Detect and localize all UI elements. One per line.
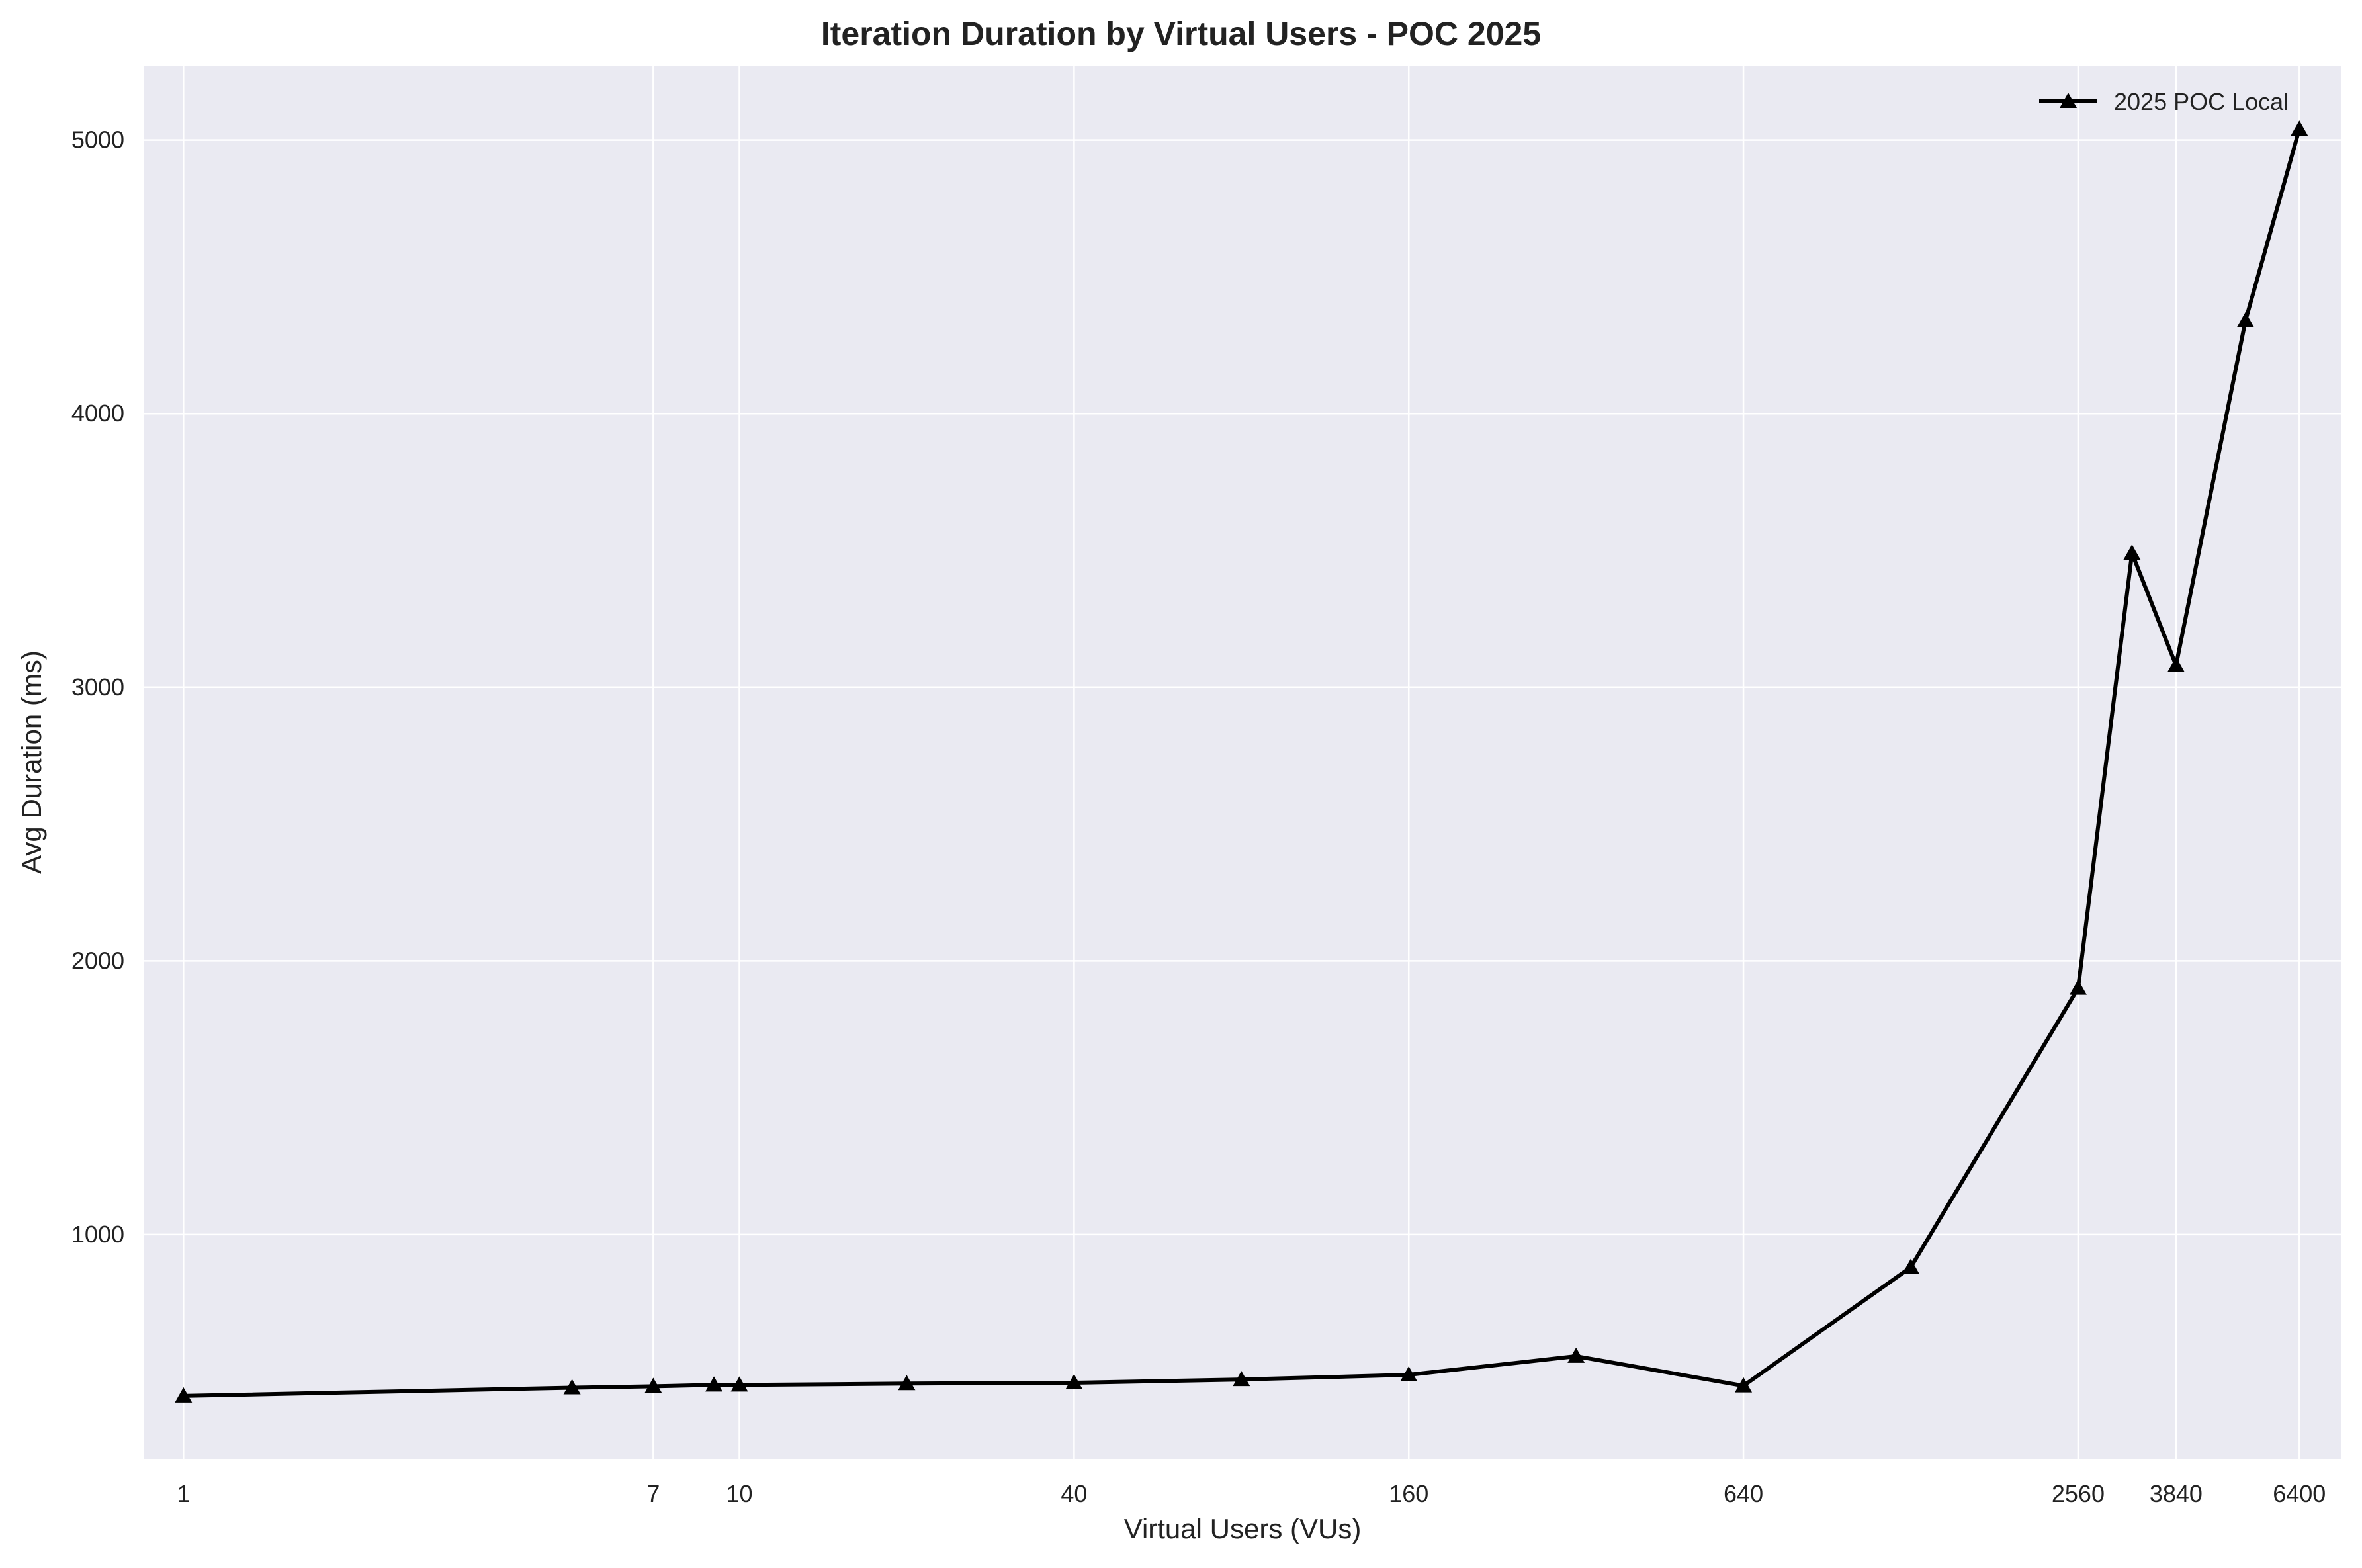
- x-tick-label: 40: [1061, 1480, 1087, 1507]
- legend-label: 2025 POC Local: [2114, 88, 2289, 115]
- legend: 2025 POC Local: [2039, 88, 2289, 115]
- data-point: [730, 1376, 748, 1392]
- x-axis-label: Virtual Users (VUs): [1124, 1513, 1362, 1544]
- x-tick-label: 1: [177, 1480, 190, 1507]
- y-tick-label: 3000: [71, 674, 124, 701]
- data-point: [2236, 312, 2254, 327]
- grid: [144, 66, 2341, 1459]
- y-tick-label: 2000: [71, 947, 124, 974]
- x-tick-label: 3840: [2150, 1480, 2203, 1507]
- data-point: [1902, 1258, 1920, 1274]
- data-point: [2123, 544, 2141, 560]
- chart-title: Iteration Duration by Virtual Users - PO…: [821, 15, 1541, 52]
- data-point: [175, 1387, 193, 1403]
- x-tick-label: 2560: [2052, 1480, 2105, 1507]
- x-tick-label: 640: [1724, 1480, 1763, 1507]
- legend-marker: [2060, 93, 2077, 108]
- data-point: [1567, 1347, 1585, 1363]
- data-point: [1735, 1377, 1753, 1393]
- x-tick-label: 10: [726, 1480, 752, 1507]
- x-tick-label: 160: [1389, 1480, 1428, 1507]
- x-tick-label: 7: [646, 1480, 660, 1507]
- data-point: [2069, 979, 2087, 995]
- y-tick-label: 5000: [71, 126, 124, 153]
- data-point: [705, 1376, 723, 1392]
- data-point: [1400, 1366, 1418, 1382]
- plot-area: [144, 66, 2341, 1459]
- data-point: [644, 1377, 662, 1393]
- y-axis-label: Avg Duration (ms): [16, 650, 47, 874]
- y-tick-label: 1000: [71, 1221, 124, 1248]
- data-point: [898, 1375, 916, 1391]
- series-layer: [175, 120, 2308, 1403]
- data-point: [1233, 1371, 1250, 1387]
- data-point: [563, 1379, 581, 1395]
- data-point: [2291, 120, 2308, 136]
- tick-labels: 1 7 10 40 160 640 2560 3840 6400 1000 2000 3000 4000…: [71, 126, 2326, 1507]
- data-point: [2167, 656, 2185, 672]
- x-tick-label: 6400: [2273, 1480, 2326, 1507]
- y-tick-label: 4000: [71, 400, 124, 427]
- data-point: [1065, 1374, 1083, 1390]
